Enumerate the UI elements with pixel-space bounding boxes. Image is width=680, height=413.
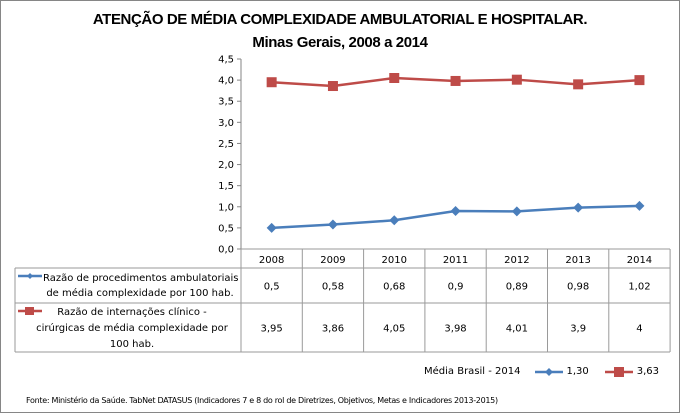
legend-series-label: 100 hab. (110, 339, 154, 350)
table-value-cell: 0,9 (448, 282, 464, 293)
source-note: Fonte: Ministério da Saúde. TabNet DATAS… (26, 396, 498, 405)
data-point-square (573, 79, 584, 90)
media-brasil-value-2: 3,63 (636, 366, 660, 377)
media-brasil-legend: Média Brasil - 2014 1,30 3,63 (424, 366, 659, 377)
table-value-cell: 4 (636, 324, 642, 335)
table-value-cell: 0,89 (506, 282, 528, 293)
table-value-cell: 0,68 (383, 282, 405, 293)
data-point-square (450, 75, 461, 86)
media-brasil-value-1: 1,30 (566, 366, 589, 377)
y-tick-label: 1,5 (218, 181, 234, 192)
legend-key-square (25, 307, 34, 315)
y-tick-label: 2,0 (218, 160, 234, 171)
y-tick-label: 3,0 (218, 118, 234, 129)
data-point-diamond (573, 202, 584, 213)
x-category-label: 2009 (320, 255, 345, 266)
data-point-diamond (450, 206, 461, 216)
table-value-cell: 3,9 (570, 324, 586, 335)
table-value-cell: 1,02 (628, 282, 650, 293)
data-point-square (389, 73, 400, 83)
y-tick-label: 3,5 (218, 97, 234, 108)
x-category-label: 2013 (565, 255, 590, 266)
y-tick-label: 4,5 (218, 55, 234, 66)
data-point-square (327, 81, 338, 92)
chart-subtitle: Minas Gerais, 2008 a 2014 (252, 34, 428, 51)
data-point-diamond (511, 206, 522, 217)
legend-series-label: Razão de procedimentos ambulatoriais (43, 273, 239, 284)
table-value-cell: 0,98 (567, 282, 589, 293)
chart-title: ATENÇÃO DE MÉDIA COMPLEXIDADE AMBULATORI… (92, 11, 588, 28)
y-tick-label: 0,0 (218, 245, 234, 256)
legend-series-label: de média complexidade por 100 hab. (46, 287, 233, 299)
data-point-square (511, 74, 522, 85)
y-tick-label: 0,5 (218, 223, 234, 234)
x-category-label: 2011 (443, 255, 468, 266)
diamond-marker-icon (534, 367, 563, 376)
legend-key-diamond (27, 273, 33, 279)
data-point-square (634, 75, 645, 86)
x-category-label: 2012 (504, 255, 529, 266)
x-category-label: 2010 (382, 255, 407, 266)
table-value-cell: 3,86 (322, 324, 344, 335)
x-category-label: 2014 (627, 255, 652, 266)
table-value-cell: 4,05 (383, 324, 405, 335)
y-tick-label: 1,0 (218, 202, 234, 213)
data-point-diamond (389, 215, 400, 226)
data-point-diamond (634, 200, 645, 211)
data-point-diamond (266, 222, 277, 233)
table-value-cell: 0,58 (322, 282, 344, 293)
square-marker-icon (604, 366, 633, 377)
table-value-cell: 3,95 (261, 324, 283, 335)
table-value-cell: 0,5 (264, 282, 280, 293)
table-value-cell: 4,01 (506, 324, 528, 335)
data-point-diamond (327, 219, 338, 230)
y-tick-label: 4,0 (218, 76, 234, 87)
data-point-square (266, 77, 277, 88)
x-category-label: 2008 (259, 255, 284, 266)
media-brasil-label: Média Brasil - 2014 (424, 366, 521, 377)
table-value-cell: 3,98 (444, 324, 466, 335)
y-tick-label: 2,5 (218, 139, 234, 150)
legend-series-label: Razão de internações clínico - (57, 306, 207, 318)
legend-series-label: cirúrgicas de média complexidade por (36, 322, 229, 334)
